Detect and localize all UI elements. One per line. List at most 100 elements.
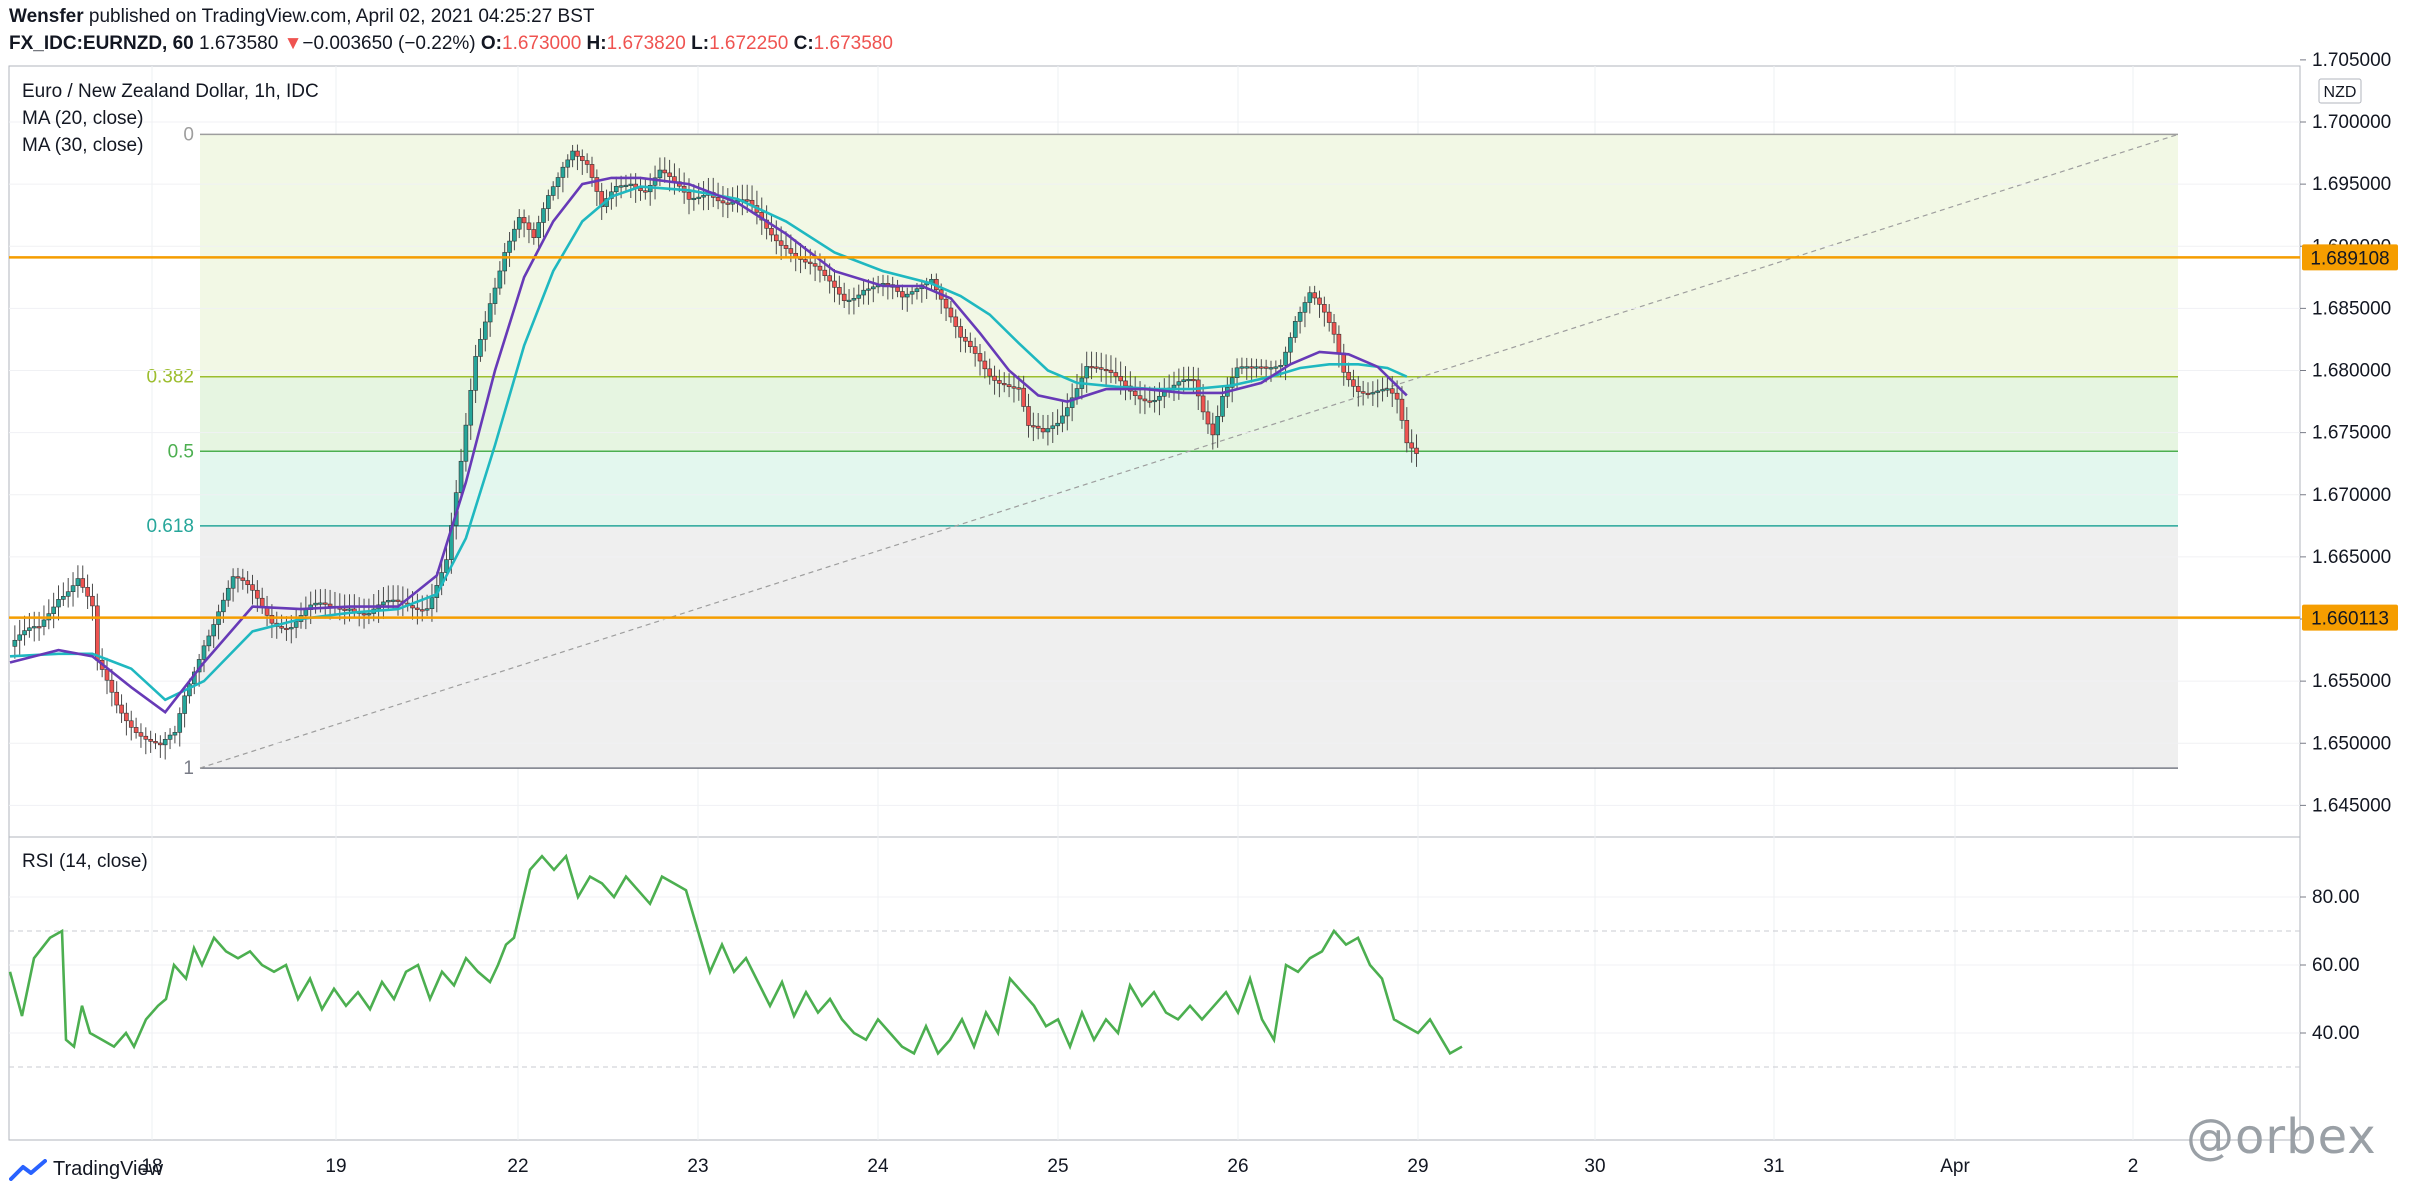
candle-body xyxy=(230,576,236,589)
candle xyxy=(1360,380,1366,406)
candle-body xyxy=(410,605,415,609)
candle-body xyxy=(429,597,435,610)
candle-body xyxy=(1307,292,1313,303)
candle xyxy=(206,629,212,652)
candle xyxy=(177,707,183,747)
candle xyxy=(240,568,246,590)
candle xyxy=(1322,296,1327,327)
candle-body xyxy=(1220,395,1225,417)
candle-body xyxy=(27,627,32,631)
fib-zone xyxy=(200,525,2178,769)
candle xyxy=(153,733,158,750)
rsi-legend[interactable]: RSI (14, close) xyxy=(22,851,148,872)
candle-body xyxy=(322,602,328,605)
candle-body xyxy=(1162,391,1167,397)
candle-body xyxy=(579,156,585,161)
candle-body xyxy=(895,286,900,292)
price-line-badge-label: 1.689108 xyxy=(2310,248,2389,269)
tradingview-logo[interactable]: TradingView xyxy=(9,1158,163,1181)
price-axis-label: 1.650000 xyxy=(2312,733,2391,754)
candle xyxy=(1060,401,1065,433)
candle-body xyxy=(1326,311,1332,323)
candle xyxy=(1351,369,1356,398)
candle-body xyxy=(909,291,915,295)
candle-body xyxy=(293,621,299,628)
time-axis-label: 29 xyxy=(1407,1156,1428,1177)
candle xyxy=(1098,352,1104,382)
candle-body xyxy=(497,270,503,289)
candle-body xyxy=(1399,398,1405,421)
candle-body xyxy=(36,626,42,629)
candle-body xyxy=(1021,387,1026,407)
candle xyxy=(172,725,178,744)
candle xyxy=(1356,376,1361,407)
candle xyxy=(1035,413,1041,440)
price-axis-label: 1.655000 xyxy=(2312,671,2391,692)
candle-body xyxy=(463,424,469,462)
candle xyxy=(900,284,905,310)
candle xyxy=(1186,366,1191,388)
candle-body xyxy=(361,613,367,616)
candle-body xyxy=(1249,366,1254,369)
fib-zone xyxy=(200,134,2178,377)
high-label: H: xyxy=(586,33,607,54)
ma20-legend[interactable]: MA (20, close) xyxy=(22,108,144,129)
candle xyxy=(652,165,658,200)
candle-body xyxy=(1074,388,1080,399)
candle-body xyxy=(982,360,988,370)
candle-body xyxy=(803,259,808,263)
candle-body xyxy=(1254,366,1259,369)
candle xyxy=(1108,355,1114,384)
candle-body xyxy=(385,600,391,603)
candle xyxy=(861,280,866,305)
candle-body xyxy=(1297,311,1303,322)
candle-body xyxy=(225,587,231,601)
candle-body xyxy=(1409,442,1414,449)
candle-body xyxy=(512,228,517,242)
candle xyxy=(599,182,605,220)
candle xyxy=(458,448,464,501)
candle-body xyxy=(56,599,61,608)
candle xyxy=(953,309,959,339)
candle-body xyxy=(17,634,23,641)
candle-body xyxy=(1346,371,1351,381)
candle-body xyxy=(1132,390,1138,396)
candle-body xyxy=(133,727,139,733)
price-axis-label: 1.680000 xyxy=(2312,361,2391,382)
candle-body xyxy=(657,169,663,179)
candle-body xyxy=(1176,381,1182,386)
last-price: 1.673580 xyxy=(199,33,279,54)
candle xyxy=(977,344,983,376)
candle xyxy=(992,365,997,395)
candle-body xyxy=(1302,302,1308,313)
chart-title[interactable]: Euro / New Zealand Dollar, 1h, IDC xyxy=(22,81,319,102)
candle xyxy=(846,289,852,315)
candle xyxy=(691,184,697,211)
candle xyxy=(313,589,318,614)
candle-body xyxy=(1239,366,1245,369)
price-axis-label: 1.695000 xyxy=(2312,174,2391,195)
candle-body xyxy=(599,191,605,207)
candle xyxy=(1317,290,1322,318)
candle xyxy=(201,639,207,673)
rsi-pane xyxy=(8,836,2301,1141)
candle-body xyxy=(303,609,309,616)
candle-body xyxy=(167,734,173,740)
candle-body xyxy=(1089,366,1094,369)
candle xyxy=(550,181,556,201)
ma30-legend[interactable]: MA (30, close) xyxy=(22,135,144,156)
candle xyxy=(148,730,153,753)
candle xyxy=(138,723,144,748)
candle xyxy=(643,179,648,200)
candle-body xyxy=(1069,397,1075,408)
publish-info: Wensfer published on TradingView.com, Ap… xyxy=(9,6,595,28)
candle-body xyxy=(555,177,561,187)
time-axis-label: Apr xyxy=(1940,1156,1970,1177)
time-axis-label: 18 xyxy=(141,1156,162,1177)
candle-body xyxy=(861,289,866,296)
price-axis-label: 1.705000 xyxy=(2312,50,2391,71)
candle xyxy=(1040,414,1046,439)
candle xyxy=(250,574,255,605)
author-name[interactable]: Wensfer xyxy=(9,6,84,27)
